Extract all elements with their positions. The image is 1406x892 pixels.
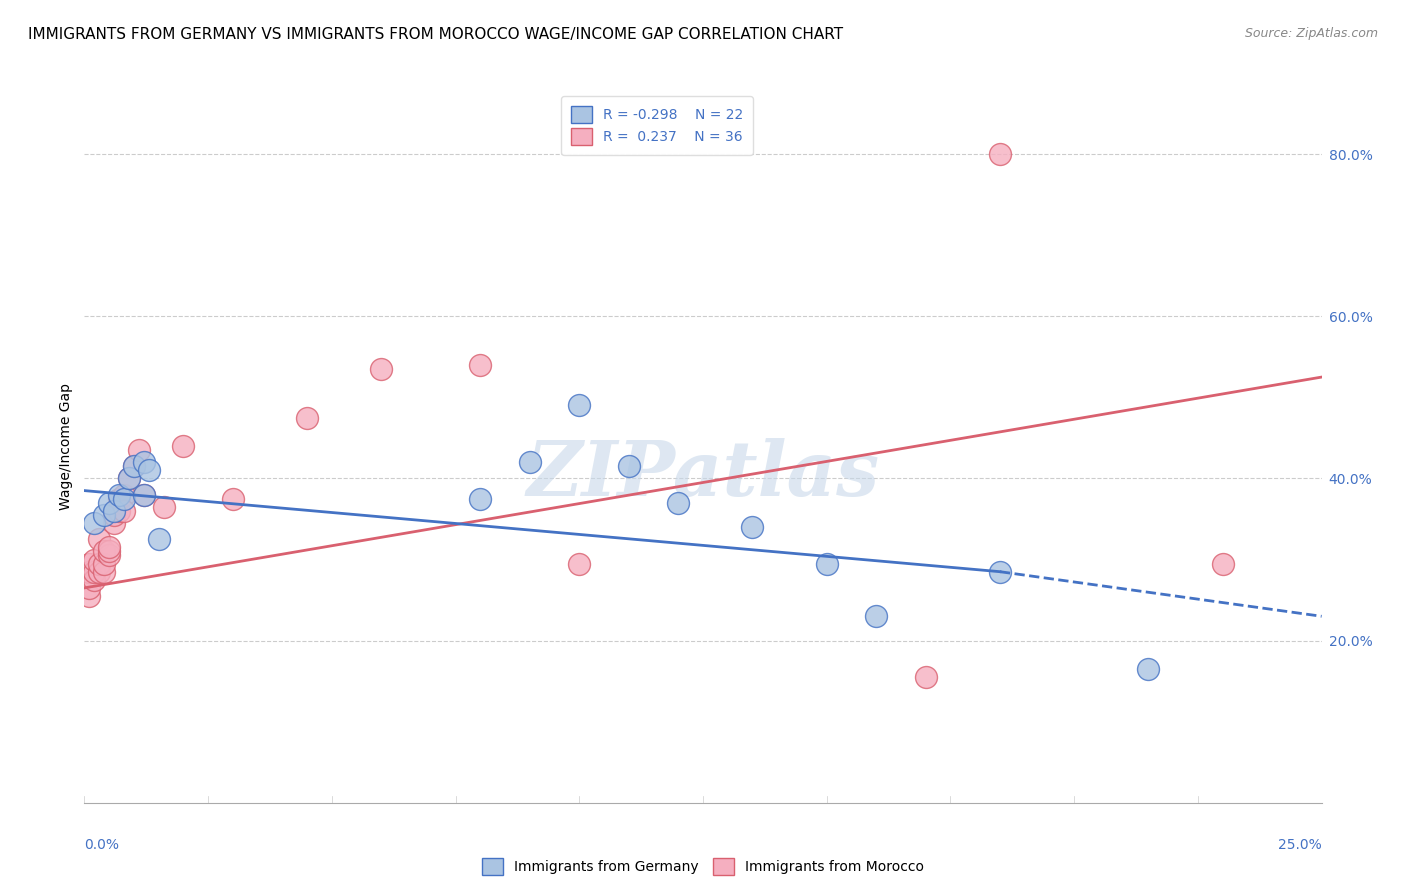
Point: [103, 516, 125, 530]
Point: [83, 552, 105, 566]
Point: [93, 508, 115, 522]
Point: [1212, 557, 1234, 571]
Point: [118, 471, 141, 485]
Point: [568, 557, 591, 571]
Point: [470, 358, 492, 372]
Point: [103, 508, 125, 522]
Point: [89, 533, 111, 547]
Point: [98, 496, 121, 510]
Point: [122, 459, 145, 474]
Point: [138, 463, 160, 477]
Point: [132, 488, 155, 502]
Point: [172, 439, 194, 453]
Point: [103, 504, 125, 518]
Point: [98, 544, 121, 558]
Point: [865, 609, 887, 624]
Point: [470, 491, 492, 506]
Point: [89, 565, 111, 579]
Point: [93, 544, 115, 558]
Text: Source: ZipAtlas.com: Source: ZipAtlas.com: [1244, 27, 1378, 40]
Point: [132, 488, 155, 502]
Point: [152, 500, 174, 514]
Point: [666, 496, 689, 510]
Point: [108, 504, 131, 518]
Point: [988, 565, 1011, 579]
Point: [98, 549, 121, 563]
Point: [295, 410, 318, 425]
Point: [79, 565, 101, 579]
Text: ZIPatlas: ZIPatlas: [526, 438, 880, 511]
Point: [1137, 662, 1160, 676]
Point: [112, 504, 135, 518]
Point: [79, 581, 101, 595]
Point: [617, 459, 640, 474]
Y-axis label: Wage/Income Gap: Wage/Income Gap: [59, 383, 73, 509]
Text: 25.0%: 25.0%: [1278, 838, 1322, 853]
Point: [98, 541, 121, 555]
Point: [914, 670, 936, 684]
Point: [83, 516, 105, 530]
Point: [148, 533, 170, 547]
Point: [79, 557, 101, 571]
Point: [568, 399, 591, 413]
Point: [89, 557, 111, 571]
Point: [122, 459, 145, 474]
Point: [741, 520, 763, 534]
Legend: R = -0.298    N = 22, R =  0.237    N = 36: R = -0.298 N = 22, R = 0.237 N = 36: [561, 96, 754, 155]
Point: [79, 589, 101, 603]
Point: [370, 362, 392, 376]
Legend: Immigrants from Germany, Immigrants from Morocco: Immigrants from Germany, Immigrants from…: [477, 853, 929, 880]
Point: [93, 565, 115, 579]
Point: [118, 471, 141, 485]
Point: [815, 557, 838, 571]
Point: [83, 573, 105, 587]
Point: [128, 443, 150, 458]
Point: [112, 491, 135, 506]
Point: [132, 455, 155, 469]
Text: 0.0%: 0.0%: [84, 838, 120, 853]
Point: [93, 557, 115, 571]
Point: [519, 455, 541, 469]
Point: [108, 491, 131, 506]
Point: [988, 147, 1011, 161]
Point: [83, 565, 105, 579]
Text: IMMIGRANTS FROM GERMANY VS IMMIGRANTS FROM MOROCCO WAGE/INCOME GAP CORRELATION C: IMMIGRANTS FROM GERMANY VS IMMIGRANTS FR…: [28, 27, 844, 42]
Point: [108, 488, 131, 502]
Point: [222, 491, 245, 506]
Point: [112, 488, 135, 502]
